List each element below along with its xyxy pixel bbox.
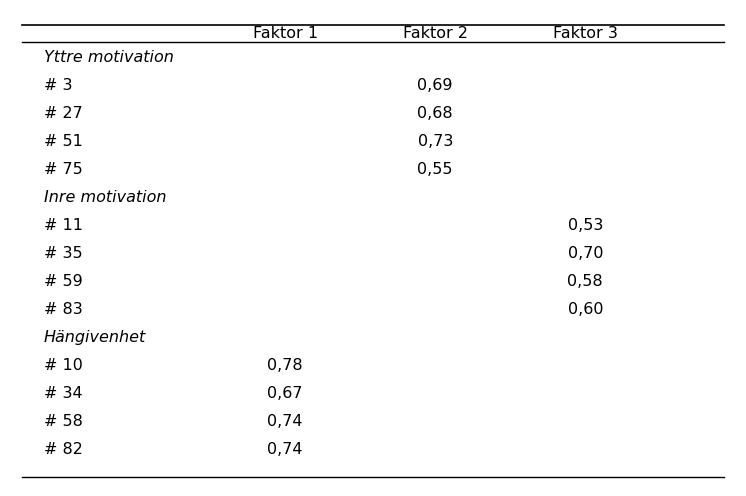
Text: # 82: # 82 [43, 441, 82, 456]
Text: # 34: # 34 [43, 385, 82, 401]
Text: 0,53: 0,53 [568, 218, 603, 233]
Text: 0,74: 0,74 [267, 414, 303, 429]
Text: # 10: # 10 [43, 358, 82, 372]
Text: # 3: # 3 [43, 78, 72, 93]
Text: # 83: # 83 [43, 302, 82, 317]
Text: Faktor 2: Faktor 2 [403, 26, 468, 41]
Text: 0,58: 0,58 [568, 274, 603, 289]
Text: # 11: # 11 [43, 218, 83, 233]
Text: 0,60: 0,60 [568, 302, 603, 317]
Text: 0,55: 0,55 [418, 162, 453, 177]
Text: 0,74: 0,74 [267, 441, 303, 456]
Text: 0,78: 0,78 [267, 358, 303, 372]
Text: # 51: # 51 [43, 134, 82, 149]
Text: Faktor 1: Faktor 1 [253, 26, 318, 41]
Text: 0,73: 0,73 [418, 134, 453, 149]
Text: Faktor 3: Faktor 3 [553, 26, 618, 41]
Text: # 58: # 58 [43, 414, 82, 429]
Text: 0,70: 0,70 [568, 246, 603, 261]
Text: Hängivenhet: Hängivenhet [43, 330, 145, 345]
Text: 0,69: 0,69 [418, 78, 453, 93]
Text: # 27: # 27 [43, 106, 82, 121]
Text: Yttre motivation: Yttre motivation [43, 50, 173, 65]
Text: 0,67: 0,67 [267, 385, 303, 401]
Text: # 75: # 75 [43, 162, 82, 177]
Text: # 35: # 35 [43, 246, 82, 261]
Text: 0,68: 0,68 [418, 106, 453, 121]
Text: Inre motivation: Inre motivation [43, 190, 166, 205]
Text: # 59: # 59 [43, 274, 82, 289]
